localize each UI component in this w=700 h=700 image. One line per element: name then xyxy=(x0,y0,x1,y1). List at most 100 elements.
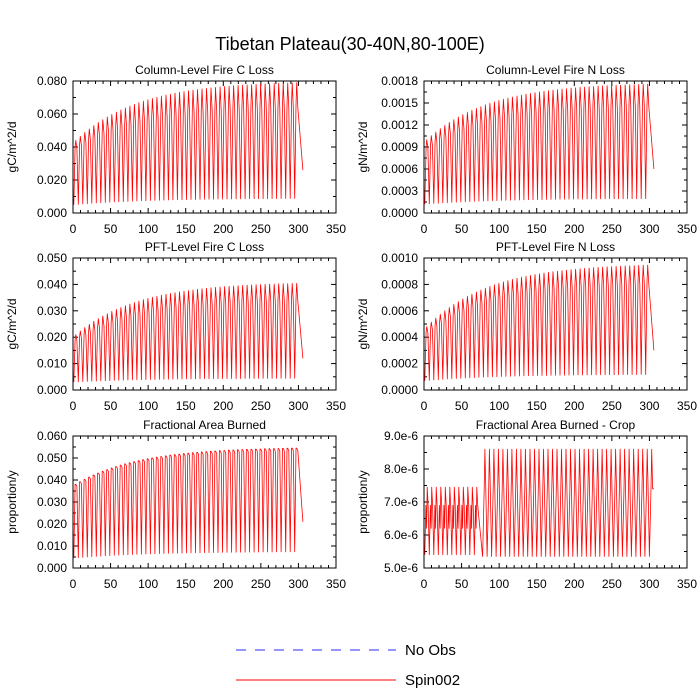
y-tick-label: 0.0000 xyxy=(381,383,418,397)
series-line-spin002 xyxy=(424,264,655,381)
y-tick-label: 9.0e-6 xyxy=(384,429,418,443)
y-tick-label: 0.050 xyxy=(37,451,67,465)
x-tick-label: 300 xyxy=(639,222,659,236)
x-tick-label: 50 xyxy=(104,222,118,236)
y-tick-label: 0.080 xyxy=(37,74,67,88)
y-tick-label: 0.060 xyxy=(37,429,67,443)
panel-5: Fractional Area Burned proportion/y 0 50 100… xyxy=(5,418,346,591)
y-tick-label: 0.050 xyxy=(37,251,67,265)
y-tick-label: 5.0e-6 xyxy=(384,561,418,575)
x-tick-label: 0 xyxy=(421,222,428,236)
series-line-spin002 xyxy=(424,83,655,205)
x-tick-label: 350 xyxy=(677,399,697,413)
y-tick-label: 0.0006 xyxy=(381,162,418,176)
figure-title: Tibetan Plateau(30-40N,80-100E) xyxy=(215,34,485,54)
panel-title: Fractional Area Burned xyxy=(143,418,266,432)
x-tick-label: 100 xyxy=(138,399,158,413)
y-tick-label: 0.0003 xyxy=(381,184,418,198)
panel-title: PFT-Level Fire N Loss xyxy=(496,240,615,254)
x-tick-label: 100 xyxy=(489,222,509,236)
y-tick-label: 0.020 xyxy=(37,173,67,187)
x-tick-label: 350 xyxy=(326,577,346,591)
x-tick-label: 150 xyxy=(176,577,196,591)
y-tick-label: 0.0000 xyxy=(381,206,418,220)
panel-1: Column-Level Fire C Loss gC/m^2/d 0 50 100 15… xyxy=(5,63,346,236)
x-tick-label: 350 xyxy=(677,577,697,591)
x-tick-label: 300 xyxy=(288,222,308,236)
x-tick-label: 200 xyxy=(213,399,233,413)
y-tick-label: 0.040 xyxy=(37,140,67,154)
y-axis-label: proportion/y xyxy=(5,470,19,533)
x-tick-label: 0 xyxy=(421,399,428,413)
x-tick-label: 300 xyxy=(639,577,659,591)
series-line-spin002 xyxy=(73,447,304,559)
panel-title: PFT-Level Fire C Loss xyxy=(145,240,264,254)
y-tick-label: 0.040 xyxy=(37,277,67,291)
x-tick-label: 0 xyxy=(70,222,77,236)
y-tick-label: 0.0015 xyxy=(381,96,418,110)
x-tick-label: 200 xyxy=(213,577,233,591)
x-tick-label: 250 xyxy=(602,399,622,413)
x-tick-label: 50 xyxy=(104,577,118,591)
y-tick-label: 0.030 xyxy=(37,495,67,509)
legend-label-no-obs: No Obs xyxy=(405,642,456,659)
x-tick-label: 0 xyxy=(70,577,77,591)
x-tick-label: 100 xyxy=(489,399,509,413)
y-tick-label: 8.0e-6 xyxy=(384,462,418,476)
x-tick-label: 350 xyxy=(677,222,697,236)
x-tick-label: 200 xyxy=(213,222,233,236)
x-tick-label: 300 xyxy=(288,399,308,413)
x-tick-label: 50 xyxy=(455,577,469,591)
panel-title: Column-Level Fire N Loss xyxy=(486,63,625,77)
y-tick-label: 0.0008 xyxy=(381,277,418,291)
y-tick-label: 0.0002 xyxy=(381,357,418,371)
panel-4: PFT-Level Fire N Loss gN/m^2/d 0 50 100 150 20… xyxy=(356,240,697,413)
y-tick-label: 0.000 xyxy=(37,561,67,575)
x-tick-label: 200 xyxy=(564,222,584,236)
x-tick-label: 250 xyxy=(602,577,622,591)
y-axis-label: gC/m^2/d xyxy=(5,299,19,350)
y-axis-label: proportion/y xyxy=(356,470,370,533)
y-axis-label: gC/m^2/d xyxy=(5,122,19,173)
x-tick-label: 100 xyxy=(138,577,158,591)
panel-3: PFT-Level Fire C Loss gC/m^2/d 0 50 100 150 20… xyxy=(5,240,346,413)
y-tick-label: 0.020 xyxy=(37,517,67,531)
y-axis-label: gN/m^2/d xyxy=(356,299,370,350)
y-tick-label: 6.0e-6 xyxy=(384,528,418,542)
x-tick-label: 300 xyxy=(639,399,659,413)
x-tick-label: 200 xyxy=(564,399,584,413)
x-tick-label: 0 xyxy=(70,399,77,413)
y-tick-label: 0.010 xyxy=(37,539,67,553)
legend-label-spin002: Spin002 xyxy=(405,672,460,689)
y-tick-label: 0.000 xyxy=(37,206,67,220)
y-tick-label: 0.0009 xyxy=(381,140,418,154)
y-axis-label: gN/m^2/d xyxy=(356,122,370,173)
legend: No Obs Spin002 xyxy=(236,642,460,689)
y-tick-label: 0.010 xyxy=(37,357,67,371)
y-tick-label: 0.0018 xyxy=(381,74,418,88)
x-tick-label: 350 xyxy=(326,222,346,236)
x-tick-label: 50 xyxy=(455,222,469,236)
x-tick-label: 100 xyxy=(489,577,509,591)
x-tick-label: 250 xyxy=(251,577,271,591)
x-tick-label: 50 xyxy=(104,399,118,413)
x-tick-label: 100 xyxy=(138,222,158,236)
series-line-spin002 xyxy=(73,82,304,205)
series-line-spin002 xyxy=(424,448,654,557)
x-tick-label: 0 xyxy=(421,577,428,591)
panel-title: Fractional Area Burned - Crop xyxy=(476,418,636,432)
x-tick-label: 250 xyxy=(602,222,622,236)
y-tick-label: 7.0e-6 xyxy=(384,495,418,509)
y-tick-label: 0.0006 xyxy=(381,304,418,318)
x-tick-label: 300 xyxy=(288,577,308,591)
x-tick-label: 150 xyxy=(527,399,547,413)
y-tick-label: 0.0012 xyxy=(381,118,418,132)
x-tick-label: 150 xyxy=(527,577,547,591)
y-tick-label: 0.0004 xyxy=(381,330,418,344)
y-tick-label: 0.000 xyxy=(37,383,67,397)
y-tick-label: 0.0010 xyxy=(381,251,418,265)
x-tick-label: 150 xyxy=(176,222,196,236)
chart-panels: Column-Level Fire C Loss gC/m^2/d 0 50 100 15… xyxy=(5,63,697,591)
x-tick-label: 50 xyxy=(455,399,469,413)
